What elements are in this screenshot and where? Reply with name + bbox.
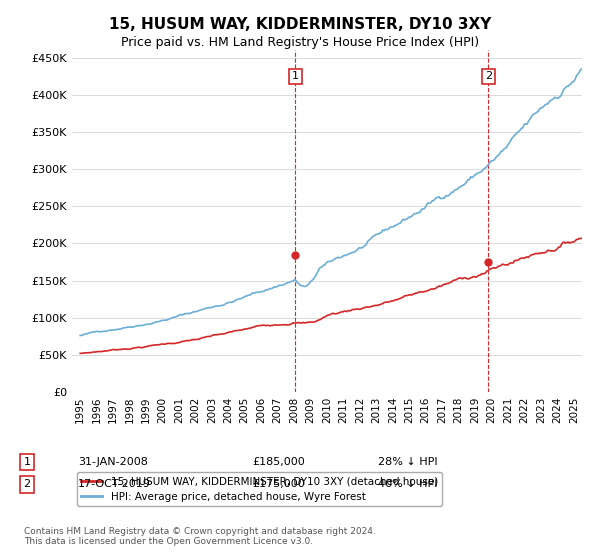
Text: 15, HUSUM WAY, KIDDERMINSTER, DY10 3XY: 15, HUSUM WAY, KIDDERMINSTER, DY10 3XY [109,17,491,32]
Text: 1: 1 [23,457,31,467]
Text: £175,000: £175,000 [252,479,305,489]
Text: 31-JAN-2008: 31-JAN-2008 [78,457,148,467]
Text: Price paid vs. HM Land Registry's House Price Index (HPI): Price paid vs. HM Land Registry's House … [121,36,479,49]
Text: Contains HM Land Registry data © Crown copyright and database right 2024.
This d: Contains HM Land Registry data © Crown c… [24,526,376,546]
Legend: 15, HUSUM WAY, KIDDERMINSTER, DY10 3XY (detached house), HPI: Average price, det: 15, HUSUM WAY, KIDDERMINSTER, DY10 3XY (… [77,473,442,506]
Text: 17-OCT-2019: 17-OCT-2019 [78,479,151,489]
Text: 40% ↓ HPI: 40% ↓ HPI [378,479,437,489]
Text: 1: 1 [292,71,299,81]
Text: 28% ↓ HPI: 28% ↓ HPI [378,457,437,467]
Text: 2: 2 [23,479,31,489]
Text: £185,000: £185,000 [252,457,305,467]
Text: 2: 2 [485,71,492,81]
